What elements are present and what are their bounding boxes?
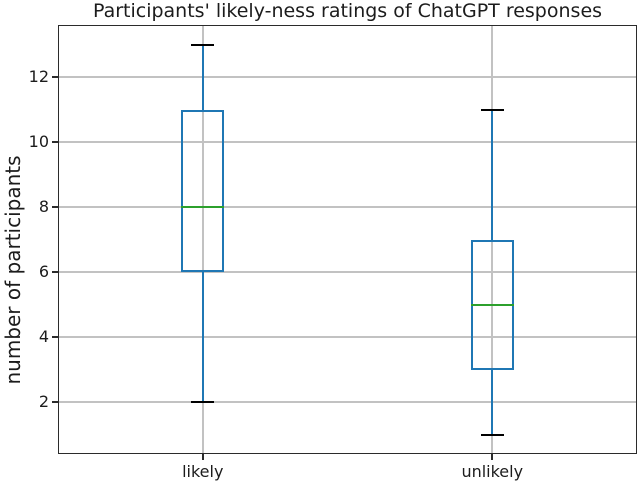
ytick-label-10: 10 [28,132,49,151]
ytick-mark-8 [52,206,58,208]
gridline-y-4 [58,336,637,338]
ytick-label-2: 2 [38,392,49,411]
whisker-lower-likely [201,272,204,402]
gridline-x-likely [201,25,204,454]
gridline-y-12 [58,76,637,78]
ytick-label-6: 6 [38,262,49,281]
xtick-label-unlikely: unlikely [461,462,524,481]
chart-title: Participants' likely-ness ratings of Cha… [92,0,603,22]
whisker-upper-likely [201,44,204,110]
ytick-label-8: 8 [38,197,49,216]
ytick-mark-10 [52,141,58,143]
gridline-y-6 [58,271,637,273]
median-unlikely [470,303,514,306]
ytick-label-12: 12 [28,67,49,86]
gridline-y-8 [58,206,637,208]
xtick-mark-likely [201,454,204,460]
ytick-label-4: 4 [38,327,49,346]
median-likely [181,206,225,208]
ytick-mark-12 [52,76,58,78]
cap-lower-likely [191,401,215,403]
ytick-mark-4 [52,336,58,338]
ytick-mark-2 [52,401,58,403]
gridline-y-10 [58,141,637,143]
gridline-y-2 [58,401,637,403]
xtick-mark-unlikely [491,454,494,460]
cap-lower-unlikely [480,433,504,436]
ytick-mark-6 [52,271,58,273]
box-likely [181,109,225,272]
plot-border [58,25,637,454]
cap-upper-likely [191,43,215,46]
xtick-label-likely: likely [182,462,224,481]
cap-upper-unlikely [480,108,504,111]
whisker-upper-unlikely [491,109,494,240]
whisker-lower-unlikely [491,369,494,435]
